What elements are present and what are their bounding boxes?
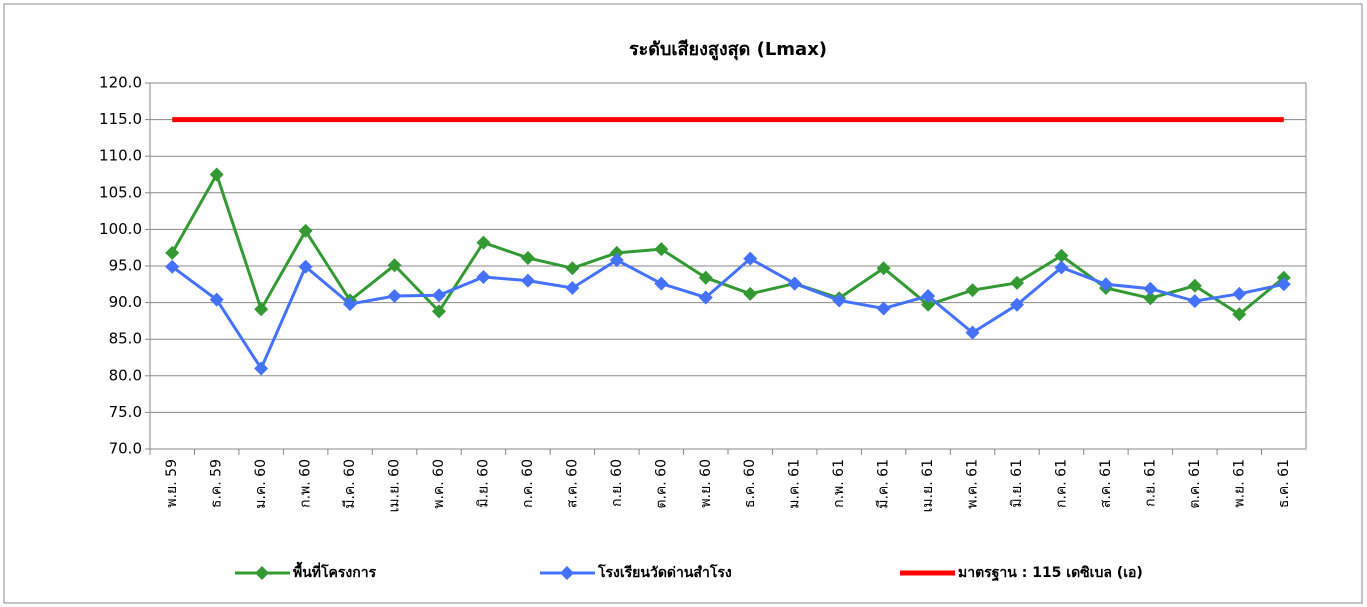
marker (476, 235, 491, 250)
x-tick-label: ธ.ค. 60 (742, 459, 758, 508)
marker (209, 292, 224, 307)
x-tick-label: พ.ค. 61 (965, 459, 981, 509)
y-tick-label: 110.0 (99, 147, 142, 165)
marker (520, 250, 535, 265)
marker (565, 280, 580, 295)
marker (1143, 281, 1158, 296)
marker (343, 297, 358, 312)
x-tick-label: ต.ค. 61 (1187, 459, 1203, 509)
marker (432, 304, 446, 319)
marker (698, 290, 713, 305)
marker (254, 302, 269, 317)
legend-label: โรงเรียนวัดด่านสำโรง (597, 563, 732, 581)
x-tick-label: เม.ย. 60 (387, 459, 403, 512)
marker (432, 288, 446, 303)
marker (520, 273, 535, 288)
x-tick-label: มิ.ย. 60 (475, 459, 491, 508)
marker (387, 289, 402, 304)
x-tick-label: มี.ค. 61 (876, 459, 892, 509)
y-tick-label: 105.0 (99, 183, 142, 201)
x-tick-label: ก.ย. 60 (609, 459, 625, 507)
x-tick-label: ม.ค. 61 (787, 459, 803, 509)
x-tick-label: ธ.ค. 61 (1276, 459, 1292, 508)
x-tick-label: ก.ค. 60 (520, 459, 536, 508)
marker (876, 261, 891, 276)
marker (965, 325, 980, 340)
legend-marker (560, 566, 574, 580)
chart-title: ระดับเสียงสูงสุด (Lmax) (629, 39, 827, 61)
marker (921, 289, 936, 304)
x-tick-label: มี.ค. 60 (342, 459, 358, 509)
x-tick-label: ก.ย. 61 (1142, 459, 1158, 507)
x-tick-label: พ.ย. 61 (1231, 459, 1247, 508)
x-tick-label: เม.ย. 61 (920, 459, 936, 512)
marker (876, 301, 891, 316)
marker (254, 361, 269, 376)
marker (921, 297, 936, 312)
y-tick-label: 100.0 (99, 220, 142, 238)
x-tick-label: ก.พ. 60 (298, 459, 314, 508)
marker (565, 261, 580, 276)
y-tick-label: 75.0 (109, 403, 142, 421)
marker (209, 167, 224, 182)
x-tick-label: ก.พ. 61 (831, 459, 847, 508)
marker (1010, 297, 1024, 312)
legend-label: มาตรฐาน : 115 เดซิเบล (เอ) (958, 565, 1143, 582)
marker (609, 253, 624, 268)
marker (787, 276, 802, 291)
marker (1010, 275, 1024, 290)
marker (1187, 278, 1202, 293)
x-tick-label: พ.ค. 60 (431, 459, 447, 509)
marker (165, 259, 180, 274)
marker (298, 223, 313, 238)
series-line (171, 256, 1285, 372)
marker (609, 245, 624, 260)
marker (698, 270, 713, 285)
marker (1187, 294, 1202, 309)
marker (1143, 291, 1158, 306)
marker (965, 283, 980, 298)
x-tick-label: ต.ค. 60 (653, 459, 669, 509)
marker (743, 251, 758, 266)
marker (1054, 248, 1069, 263)
legend-label: พื้นที่โครงการ (293, 561, 377, 581)
x-tick-label: ส.ค. 61 (1098, 459, 1114, 508)
marker (832, 293, 847, 308)
marker (743, 286, 758, 301)
marker (165, 245, 180, 260)
marker (476, 269, 491, 284)
x-tick-label: พ.ย. 60 (698, 459, 714, 508)
x-tick-label: ม.ค. 60 (253, 459, 269, 509)
marker (1098, 277, 1113, 292)
x-tick-label: พ.ย. 59 (164, 459, 180, 508)
y-tick-label: 70.0 (109, 440, 142, 458)
marker (1276, 277, 1291, 292)
x-tick-label: ก.ค. 61 (1053, 459, 1069, 508)
y-tick-label: 95.0 (109, 257, 142, 275)
y-tick-label: 85.0 (109, 330, 142, 348)
y-tick-label: 90.0 (109, 293, 142, 311)
marker (1232, 307, 1247, 322)
y-tick-label: 120.0 (99, 74, 142, 92)
marker (387, 258, 402, 273)
legend-marker (255, 566, 269, 580)
marker (1054, 260, 1069, 275)
y-tick-label: 80.0 (109, 366, 142, 384)
x-tick-label: ธ.ค. 59 (209, 459, 225, 508)
marker (654, 276, 669, 291)
marker (1232, 286, 1247, 301)
x-tick-label: ส.ค. 60 (564, 459, 580, 508)
marker (298, 259, 313, 274)
marker (654, 242, 669, 257)
y-tick-label: 115.0 (99, 110, 142, 128)
x-tick-label: มิ.ย. 61 (1009, 459, 1025, 508)
